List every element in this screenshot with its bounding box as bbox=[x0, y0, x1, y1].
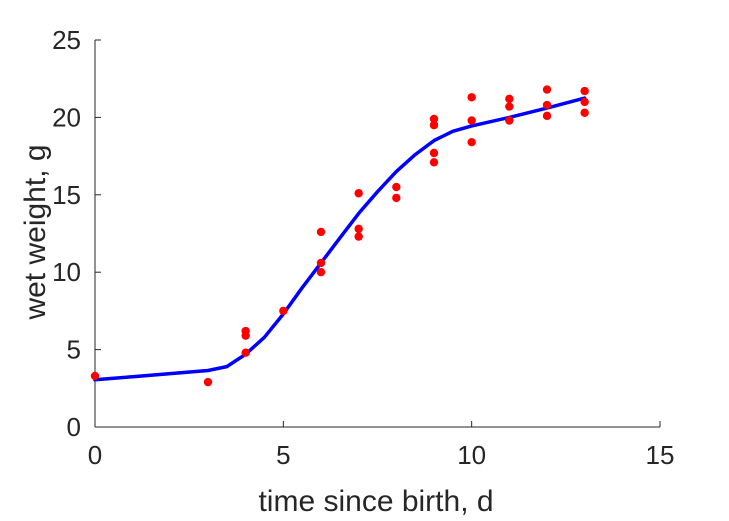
data-point bbox=[316, 268, 326, 277]
data-point bbox=[279, 306, 288, 316]
data-point bbox=[429, 148, 439, 158]
data-point bbox=[467, 116, 476, 125]
y-tick-label: 0 bbox=[67, 412, 81, 442]
fit-line-layer bbox=[93, 96, 587, 382]
data-point bbox=[429, 114, 439, 124]
y-tick-label: 20 bbox=[52, 102, 81, 132]
data-point bbox=[505, 94, 514, 104]
x-axis-label: time since birth, d bbox=[258, 485, 493, 518]
data-point bbox=[467, 137, 476, 147]
data-point bbox=[542, 100, 552, 110]
x-tick-label: 0 bbox=[88, 440, 102, 470]
data-point bbox=[580, 108, 589, 117]
data-point bbox=[316, 258, 326, 268]
y-tick-label: 25 bbox=[52, 25, 81, 55]
data-point bbox=[542, 85, 552, 94]
data-point bbox=[354, 232, 363, 241]
x-tick-label: 15 bbox=[646, 440, 675, 470]
data-point bbox=[203, 377, 213, 387]
data-point bbox=[316, 227, 326, 237]
data-points-layer bbox=[90, 85, 589, 387]
y-tick-label: 10 bbox=[52, 257, 81, 287]
data-point bbox=[90, 371, 100, 381]
data-point bbox=[429, 120, 439, 130]
data-point bbox=[580, 97, 589, 107]
y-axis-label: wet weight, g bbox=[19, 144, 52, 320]
x-tick-label: 10 bbox=[457, 440, 486, 470]
data-point bbox=[392, 182, 401, 192]
data-point bbox=[467, 93, 476, 102]
y-tick-label: 15 bbox=[52, 180, 81, 210]
data-point bbox=[392, 193, 401, 203]
axes: 0 5 10 15 0 5 10 15 20 25 bbox=[52, 25, 674, 470]
data-point bbox=[241, 331, 250, 340]
data-point bbox=[354, 189, 363, 198]
y-tick-label: 5 bbox=[67, 335, 81, 365]
data-point bbox=[505, 102, 514, 111]
fit-line bbox=[93, 96, 587, 382]
data-point bbox=[241, 348, 250, 357]
data-point bbox=[505, 116, 514, 125]
data-point bbox=[354, 224, 363, 234]
data-point bbox=[580, 86, 589, 96]
data-point bbox=[429, 158, 439, 167]
data-point bbox=[542, 111, 552, 121]
x-tick-label: 5 bbox=[276, 440, 290, 470]
